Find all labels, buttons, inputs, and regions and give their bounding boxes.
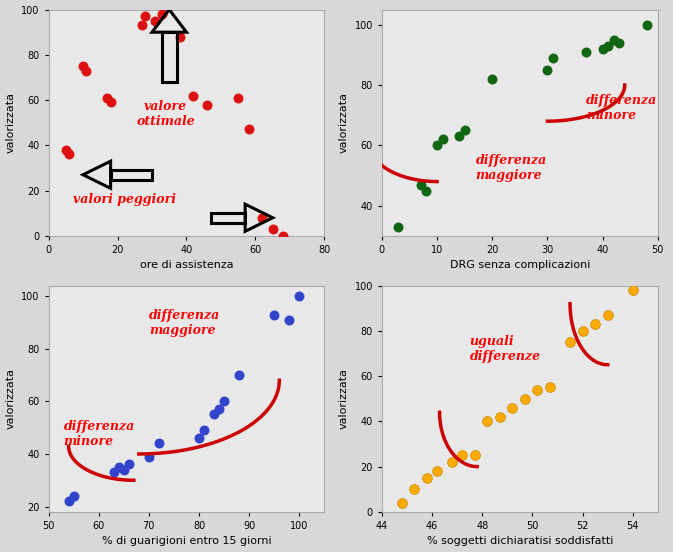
Point xyxy=(157,10,168,19)
Point xyxy=(194,434,205,443)
Point xyxy=(457,451,468,460)
Text: valori peggiori: valori peggiori xyxy=(73,193,176,206)
Point xyxy=(454,132,464,141)
Point xyxy=(118,465,129,474)
Point xyxy=(267,225,278,233)
Point xyxy=(603,41,614,50)
Point xyxy=(136,21,147,30)
Point xyxy=(278,231,289,240)
Point xyxy=(140,12,151,21)
Point xyxy=(233,93,244,102)
Point xyxy=(422,474,433,482)
Point xyxy=(520,394,530,403)
Point xyxy=(581,47,592,56)
Point xyxy=(113,463,124,471)
Text: differenza
minore: differenza minore xyxy=(586,94,658,122)
Point xyxy=(447,458,458,466)
Point xyxy=(214,405,225,413)
X-axis label: % soggetti dichiaratisi soddisfatti: % soggetti dichiaratisi soddisfatti xyxy=(427,537,613,546)
Point xyxy=(565,338,575,347)
Point xyxy=(202,100,213,109)
Point xyxy=(123,460,134,469)
Point xyxy=(63,497,74,506)
Point xyxy=(597,44,608,53)
Point xyxy=(409,485,420,493)
Point xyxy=(415,180,426,189)
X-axis label: ore di assistenza: ore di assistenza xyxy=(140,261,234,270)
Point xyxy=(431,466,442,475)
Point xyxy=(68,492,79,501)
Text: uguali
differenze: uguali differenze xyxy=(470,336,541,363)
Point xyxy=(482,417,493,426)
Point xyxy=(421,186,431,195)
Y-axis label: valorizzata: valorizzata xyxy=(5,92,15,153)
Point xyxy=(257,213,268,222)
Point xyxy=(495,412,505,421)
Point xyxy=(269,310,280,319)
Point xyxy=(243,125,254,134)
Point xyxy=(431,141,442,150)
Point xyxy=(219,397,229,406)
Point xyxy=(396,498,407,507)
Point xyxy=(487,75,497,83)
Point xyxy=(602,311,613,320)
Point xyxy=(469,451,480,460)
Y-axis label: valorizzata: valorizzata xyxy=(339,368,349,429)
Point xyxy=(459,126,470,135)
Point xyxy=(284,315,295,324)
Point xyxy=(153,439,164,448)
X-axis label: DRG senza complicazioni: DRG senza complicazioni xyxy=(450,261,590,270)
Y-axis label: valorizzata: valorizzata xyxy=(5,368,15,429)
Point xyxy=(105,98,116,107)
Y-axis label: valorizzata: valorizzata xyxy=(339,92,349,153)
Point xyxy=(61,145,71,154)
Point xyxy=(143,452,154,461)
Point xyxy=(548,54,559,62)
X-axis label: % di guarigioni entro 15 giorni: % di guarigioni entro 15 giorni xyxy=(102,537,271,546)
Text: differenza
maggiore: differenza maggiore xyxy=(476,155,547,182)
Point xyxy=(64,150,75,159)
Point xyxy=(393,222,404,231)
Point xyxy=(234,370,244,379)
Point xyxy=(294,291,305,300)
Point xyxy=(577,326,588,335)
Point xyxy=(544,383,555,392)
Point xyxy=(81,66,92,75)
Point xyxy=(542,66,553,75)
Point xyxy=(209,410,219,419)
Point xyxy=(77,62,88,71)
Point xyxy=(627,286,638,295)
Point xyxy=(614,38,625,47)
Point xyxy=(174,33,185,41)
Text: differenza
minore: differenza minore xyxy=(63,420,135,448)
Text: differenza
maggiore: differenza maggiore xyxy=(149,309,220,337)
Point xyxy=(608,35,619,44)
Point xyxy=(150,17,161,25)
Point xyxy=(532,385,543,394)
Point xyxy=(641,20,652,29)
Point xyxy=(188,91,199,100)
Point xyxy=(507,404,518,412)
Point xyxy=(102,93,112,102)
Point xyxy=(199,426,209,435)
Point xyxy=(108,468,119,477)
Text: valore
ottimale: valore ottimale xyxy=(137,100,195,128)
Point xyxy=(437,135,448,144)
Point xyxy=(590,320,600,328)
